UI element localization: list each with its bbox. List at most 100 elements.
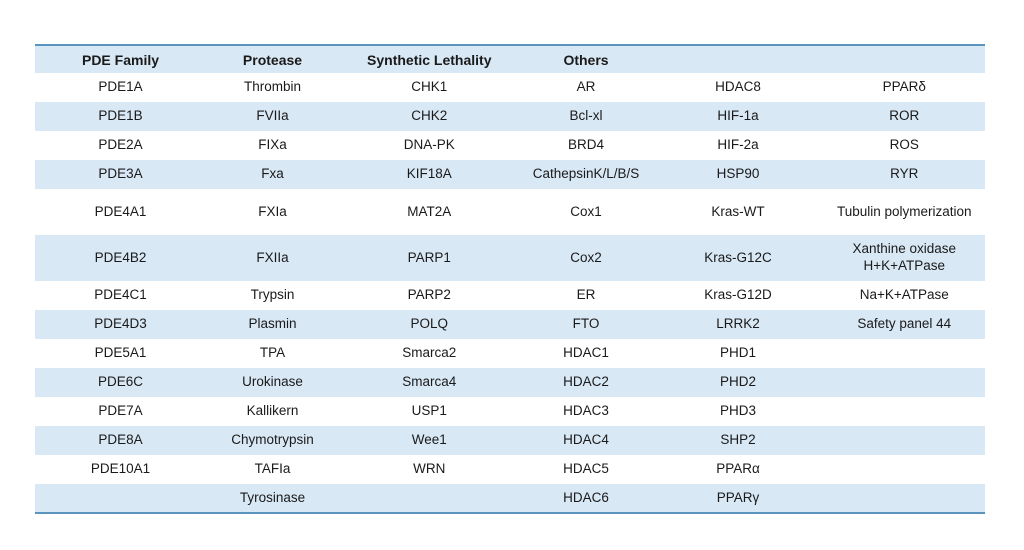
column-header-protease: Protease <box>242 51 303 68</box>
table-cell: Smarca2 <box>402 345 457 361</box>
table-cell: HIF-1a <box>717 108 759 124</box>
table-cell: Bcl-xl <box>569 108 603 124</box>
table-cell: ER <box>576 287 596 303</box>
table-cell: PDE6C <box>97 374 143 390</box>
table-cell: PPARδ <box>882 79 926 95</box>
table-cell: PDE7A <box>98 403 143 419</box>
table-cell: BRD4 <box>567 137 604 153</box>
table-cell: PHD3 <box>719 403 756 419</box>
pde-targets-table: PDE Family Protease Synthetic Lethality Oth… <box>35 44 985 514</box>
table-cell: PPARγ <box>716 489 760 505</box>
table-cell: Kras-G12C <box>704 249 772 265</box>
table-cell: Fxa <box>261 166 284 182</box>
table-cell: Tubulin polymerization <box>836 203 972 219</box>
table-cell: Smarca4 <box>402 374 457 390</box>
table-cell <box>339 484 520 513</box>
table-row: PDE4C1 Trypsin PARP2 ER Kras-G12D Na+K+ATPase <box>35 281 985 310</box>
table-cell: Kras-WT <box>711 203 765 219</box>
table-cell: Kallikern <box>246 403 299 419</box>
table-row: PDE4B2 FXIIa PARP1 Cox2 Kras-G12C Xanthine ox… <box>35 235 985 281</box>
table-cell: TPA <box>259 345 286 361</box>
table-cell <box>824 397 986 426</box>
table-cell: TAFIa <box>254 461 291 477</box>
table-cell: PDE3A <box>98 166 143 182</box>
table-cell: PARP1 <box>407 249 451 265</box>
table-row: PDE5A1 TPA Smarca2 HDAC1 PHD1 <box>35 339 985 368</box>
table-cell: PARP2 <box>407 287 451 303</box>
table-cell: USP1 <box>411 403 447 419</box>
table-row: PDE2A FIXa DNA-PK BRD4 HIF-2a ROS <box>35 131 985 160</box>
pde-targets-table-container: PDE Family Protease Synthetic Lethality Oth… <box>35 44 985 514</box>
table-cell: FXIa <box>258 203 287 219</box>
table-cell <box>824 484 986 513</box>
table-cell: PDE4C1 <box>94 287 147 303</box>
table-cell: ROR <box>889 108 920 124</box>
table-cell: Plasmin <box>248 316 297 332</box>
table-cell: HSP90 <box>716 166 760 182</box>
table-cell: AR <box>576 79 596 95</box>
table-row: PDE8A Chymotrypsin Wee1 HDAC4 SHP2 <box>35 426 985 455</box>
table-cell: PHD2 <box>719 374 756 390</box>
table-cell: PDE1A <box>98 79 143 95</box>
table-cell: PDE1B <box>98 108 143 124</box>
table-cell: SHP2 <box>720 432 756 448</box>
table-cell: Safety panel 44 <box>857 316 952 332</box>
table-cell: ROS <box>889 137 919 153</box>
table-row: PDE4A1 FXIa MAT2A Cox1 Kras-WT Tubulin polyme… <box>35 189 985 235</box>
table-cell: PDE5A1 <box>94 345 147 361</box>
table-row: Tyrosinase HDAC6 PPARγ <box>35 484 985 513</box>
table-cell: POLQ <box>410 316 448 332</box>
column-header-synthetic-lethality: Synthetic Lethality <box>367 51 492 68</box>
table-body: PDE1A Thrombin CHK1 AR HDAC8 PPARδ PDE1B FVIIa C… <box>35 73 985 513</box>
table-row: PDE1A Thrombin CHK1 AR HDAC8 PPARδ <box>35 73 985 102</box>
table-cell: Trypsin <box>250 287 295 303</box>
column-header-empty <box>824 45 986 73</box>
table-cell: Tyrosinase <box>239 489 306 505</box>
table-cell: Wee1 <box>411 432 447 448</box>
table-cell: HDAC8 <box>715 79 761 95</box>
table-cell: PHD1 <box>719 345 756 361</box>
table-cell <box>824 368 986 397</box>
table-cell: Na+K+ATPase <box>859 287 949 303</box>
table-row: PDE10A1 TAFIa WRN HDAC5 PPARα <box>35 455 985 484</box>
table-cell: HDAC6 <box>563 489 609 505</box>
table-row: PDE7A Kallikern USP1 HDAC3 PHD3 <box>35 397 985 426</box>
table-cell: PDE2A <box>98 137 143 153</box>
table-cell: MAT2A <box>407 203 452 219</box>
table-cell <box>824 339 986 368</box>
table-cell: Xanthine oxidase H+K+ATPase <box>852 241 957 273</box>
table-cell: HDAC5 <box>563 461 609 477</box>
table-header: PDE Family Protease Synthetic Lethality Oth… <box>35 45 985 73</box>
table-cell <box>35 484 206 513</box>
table-cell: PPARα <box>716 461 760 477</box>
column-header-others: Others <box>563 51 609 68</box>
table-header-row: PDE Family Protease Synthetic Lethality Oth… <box>35 45 985 73</box>
column-header-pde-family: PDE Family <box>81 51 160 68</box>
table-cell: PDE10A1 <box>90 461 151 477</box>
table-cell: Urokinase <box>242 374 303 390</box>
table-cell: HDAC1 <box>563 345 609 361</box>
table-row: PDE4D3 Plasmin POLQ FTO LRRK2 Safety panel 44 <box>35 310 985 339</box>
table-cell: FXIIa <box>256 249 289 265</box>
table-cell: Cox2 <box>570 249 602 265</box>
table-cell: CHK2 <box>411 108 448 124</box>
table-cell: PDE4B2 <box>94 249 147 265</box>
table-cell: DNA-PK <box>403 137 455 153</box>
table-cell: CathepsinK/L/B/S <box>532 166 640 182</box>
table-cell: PDE4D3 <box>94 316 147 332</box>
table-cell: Kras-G12D <box>704 287 772 303</box>
table-row: PDE1B FVIIa CHK2 Bcl-xl HIF-1a ROR <box>35 102 985 131</box>
table-cell: LRRK2 <box>716 316 760 332</box>
table-cell: Cox1 <box>570 203 602 219</box>
table-cell: HDAC4 <box>563 432 609 448</box>
table-cell: FIXa <box>258 137 287 153</box>
table-cell: PDE8A <box>98 432 143 448</box>
table-cell: Thrombin <box>243 79 302 95</box>
column-header-empty <box>653 45 824 73</box>
table-cell <box>824 426 986 455</box>
table-cell: HDAC2 <box>563 374 609 390</box>
table-cell: FTO <box>572 316 600 332</box>
table-row: PDE3A Fxa KIF18A CathepsinK/L/B/S HSP90 RYR <box>35 160 985 189</box>
table-row: PDE6C Urokinase Smarca4 HDAC2 PHD2 <box>35 368 985 397</box>
table-cell: KIF18A <box>406 166 452 182</box>
